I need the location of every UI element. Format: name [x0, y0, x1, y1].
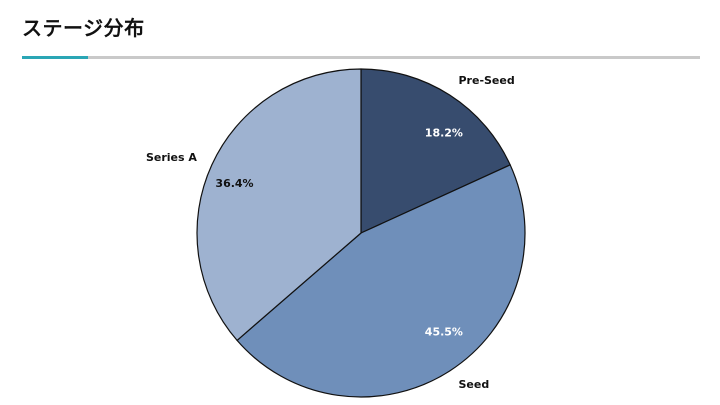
pie-slice-seed — [236, 164, 526, 398]
pie-slice-pre-seed — [360, 68, 511, 234]
title-underline — [22, 56, 700, 59]
chart-title: ステージ分布 — [22, 16, 145, 40]
slice-category-label: Series A — [146, 151, 197, 164]
slice-percent-label: 36.4% — [215, 177, 253, 190]
title-underline-accent — [22, 56, 88, 59]
slice-category-label: Seed — [459, 378, 490, 391]
slice-percent-label: 18.2% — [425, 127, 463, 140]
slice-category-label: Pre-Seed — [459, 74, 515, 87]
slice-percent-label: 45.5% — [425, 325, 463, 338]
chart-header: ステージ分布 — [22, 12, 700, 59]
pie-slice-series-a — [196, 68, 362, 341]
